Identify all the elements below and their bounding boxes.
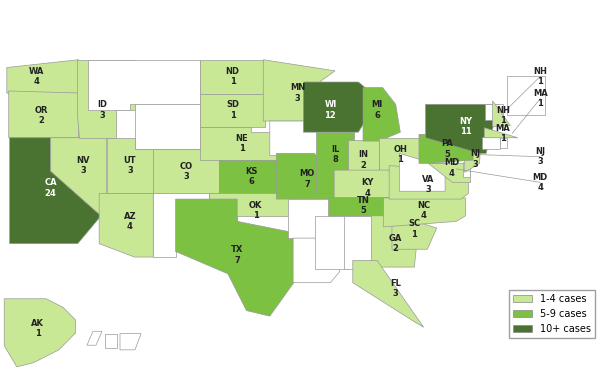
- Text: MA
1: MA 1: [496, 123, 510, 143]
- Polygon shape: [77, 60, 134, 138]
- Text: OR
2: OR 2: [35, 106, 48, 125]
- Polygon shape: [277, 153, 335, 199]
- Text: UT
3: UT 3: [124, 156, 136, 175]
- Polygon shape: [120, 334, 141, 350]
- Polygon shape: [105, 334, 117, 348]
- Polygon shape: [200, 60, 265, 94]
- Polygon shape: [500, 138, 506, 148]
- Polygon shape: [428, 163, 470, 182]
- Text: SC
1: SC 1: [408, 219, 421, 239]
- Polygon shape: [4, 299, 76, 367]
- Polygon shape: [7, 60, 79, 93]
- Text: MA
1: MA 1: [533, 89, 548, 108]
- Polygon shape: [287, 199, 334, 238]
- Polygon shape: [400, 153, 445, 191]
- Polygon shape: [419, 134, 473, 163]
- Polygon shape: [363, 87, 400, 141]
- Text: ID
3: ID 3: [97, 100, 107, 120]
- Text: MD
4: MD 4: [444, 158, 459, 178]
- Polygon shape: [153, 149, 218, 194]
- Polygon shape: [328, 197, 408, 216]
- Polygon shape: [176, 199, 298, 316]
- Polygon shape: [107, 138, 153, 194]
- Text: MD
4: MD 4: [533, 173, 548, 192]
- Text: CA
24: CA 24: [44, 178, 57, 198]
- Text: MI
6: MI 6: [371, 100, 383, 120]
- Text: AK
1: AK 1: [31, 319, 44, 338]
- Text: NH
1: NH 1: [496, 106, 510, 125]
- Polygon shape: [134, 104, 200, 149]
- Polygon shape: [348, 140, 379, 185]
- Polygon shape: [10, 138, 101, 244]
- Text: NY
11: NY 11: [459, 117, 472, 136]
- Polygon shape: [304, 82, 379, 132]
- Text: KS
6: KS 6: [245, 167, 257, 187]
- Polygon shape: [464, 144, 481, 172]
- Text: NV
3: NV 3: [77, 156, 90, 175]
- Polygon shape: [209, 194, 289, 227]
- Polygon shape: [316, 132, 354, 194]
- Text: NJ
3: NJ 3: [470, 149, 480, 169]
- Polygon shape: [371, 216, 416, 267]
- Polygon shape: [270, 121, 329, 156]
- Polygon shape: [425, 104, 499, 153]
- Text: OK
1: OK 1: [249, 200, 262, 220]
- Text: OH
1: OH 1: [394, 145, 407, 164]
- Polygon shape: [87, 331, 102, 345]
- Text: SD
1: SD 1: [226, 100, 239, 120]
- Polygon shape: [293, 238, 340, 283]
- Text: IL
8: IL 8: [331, 145, 339, 164]
- Polygon shape: [484, 128, 518, 138]
- Polygon shape: [218, 160, 283, 194]
- Polygon shape: [200, 94, 265, 127]
- Text: NC
4: NC 4: [417, 200, 430, 220]
- Polygon shape: [344, 216, 377, 269]
- Text: TX
7: TX 7: [231, 245, 244, 265]
- Text: GA
2: GA 2: [389, 234, 403, 253]
- Polygon shape: [389, 166, 469, 199]
- Polygon shape: [316, 216, 348, 269]
- Polygon shape: [485, 104, 503, 120]
- Legend: 1-4 cases, 5-9 cases, 10+ cases: 1-4 cases, 5-9 cases, 10+ cases: [509, 290, 595, 337]
- Polygon shape: [379, 138, 419, 178]
- Text: ND
1: ND 1: [226, 67, 239, 86]
- Text: TN
5: TN 5: [356, 196, 370, 216]
- Polygon shape: [493, 101, 511, 127]
- Polygon shape: [9, 91, 83, 138]
- Text: CO
3: CO 3: [179, 161, 193, 181]
- Polygon shape: [88, 60, 200, 110]
- Text: NE
1: NE 1: [236, 134, 248, 153]
- Text: MO
7: MO 7: [299, 169, 315, 189]
- Text: KY
4: KY 4: [362, 178, 374, 198]
- Text: NJ
3: NJ 3: [535, 147, 545, 166]
- Text: VA
3: VA 3: [422, 175, 434, 194]
- Polygon shape: [334, 170, 415, 199]
- Polygon shape: [153, 194, 209, 257]
- Text: MN
3: MN 3: [290, 84, 305, 103]
- Polygon shape: [263, 60, 335, 121]
- Text: FL
3: FL 3: [390, 279, 401, 298]
- Text: PA
5: PA 5: [441, 139, 453, 159]
- Polygon shape: [463, 162, 470, 177]
- Polygon shape: [353, 260, 424, 327]
- Text: WI
12: WI 12: [324, 100, 337, 120]
- Polygon shape: [50, 138, 107, 216]
- Polygon shape: [383, 198, 466, 227]
- Polygon shape: [506, 77, 545, 115]
- Text: IN
2: IN 2: [358, 151, 368, 170]
- Text: NH
1: NH 1: [533, 67, 547, 86]
- Text: WA
4: WA 4: [29, 67, 44, 86]
- Polygon shape: [200, 127, 281, 160]
- Text: AZ
4: AZ 4: [124, 212, 136, 231]
- Polygon shape: [392, 214, 437, 249]
- Polygon shape: [482, 137, 500, 149]
- Polygon shape: [99, 194, 153, 257]
